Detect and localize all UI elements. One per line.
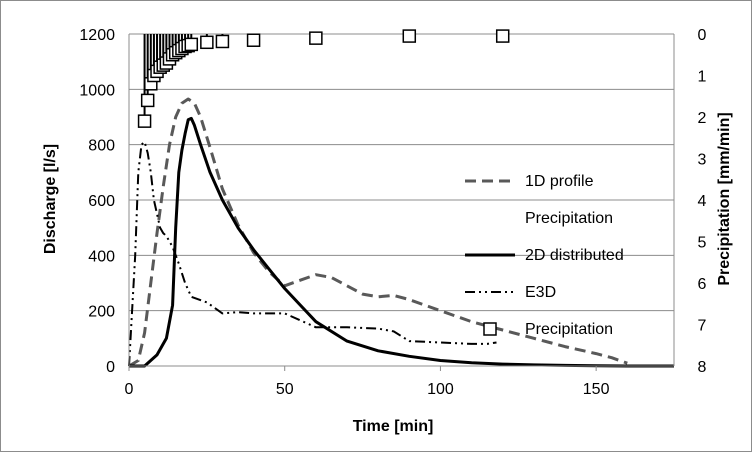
y-axis-title: Discharge [l/s] bbox=[42, 144, 59, 254]
x-axis-title: Time [min] bbox=[353, 418, 434, 435]
legend-swatch bbox=[483, 322, 497, 336]
y2-tick-label: 5 bbox=[698, 235, 707, 252]
y2-axis-title: Precipitation [mm/min] bbox=[716, 112, 733, 285]
precipitation-marker bbox=[140, 93, 155, 108]
y2-tick-label: 7 bbox=[698, 318, 707, 335]
precipitation-marker bbox=[215, 34, 230, 49]
legend-label: Precipitation bbox=[525, 321, 613, 338]
precipitation-marker bbox=[402, 29, 417, 43]
y-tick-label: 400 bbox=[88, 248, 115, 265]
legend-label: Precipitation bbox=[525, 210, 613, 227]
tick-labels: 0 200 400 600 800 1000 1200 0 1 2 3 4 5 6 7 8 0 50 100 150 bbox=[79, 27, 706, 398]
y-tick-label: 0 bbox=[106, 359, 115, 376]
x-tick-label: 0 bbox=[125, 381, 134, 398]
legend-item: Precipitation bbox=[525, 210, 613, 227]
grid-lines bbox=[129, 33, 674, 367]
legend: 1D profile Precipitation 2D distributed E3D… bbox=[465, 173, 624, 338]
y-tick-label: 800 bbox=[88, 138, 115, 155]
axes: Time [min] Discharge [l/s] Precipitation… bbox=[42, 34, 733, 435]
precipitation-marker bbox=[137, 114, 152, 128]
series-layer bbox=[128, 29, 674, 368]
series-2d-distributed bbox=[129, 116, 674, 368]
precipitation-marker bbox=[246, 33, 261, 47]
x-tick-label: 50 bbox=[276, 381, 294, 398]
y2-tick-label: 3 bbox=[698, 152, 707, 169]
legend-label: 2D distributed bbox=[525, 247, 624, 264]
precipitation-marker bbox=[184, 37, 199, 52]
y2-tick-label: 4 bbox=[698, 193, 707, 210]
y2-tick-label: 6 bbox=[698, 276, 707, 293]
y2-tick-label: 8 bbox=[698, 359, 707, 376]
x-tick-label: 100 bbox=[427, 381, 454, 398]
legend-label: E3D bbox=[525, 284, 556, 301]
y2-tick-label: 0 bbox=[698, 27, 707, 44]
y2-tick-label: 2 bbox=[698, 110, 707, 127]
series-e3d bbox=[128, 140, 497, 367]
legend-item: E3D bbox=[465, 284, 556, 301]
x-tick-label: 150 bbox=[583, 381, 610, 398]
y-tick-label: 1000 bbox=[79, 82, 115, 99]
y-tick-label: 600 bbox=[88, 193, 115, 210]
legend-item: 1D profile bbox=[465, 173, 594, 190]
precipitation-marker bbox=[495, 29, 510, 43]
series-precipitation bbox=[137, 29, 510, 128]
legend-label: 1D profile bbox=[525, 173, 594, 190]
legend-item: Precipitation bbox=[483, 321, 613, 338]
precipitation-marker bbox=[309, 31, 323, 45]
y2-tick-label: 1 bbox=[698, 69, 707, 86]
y-tick-label: 1200 bbox=[79, 27, 115, 44]
y-tick-label: 200 bbox=[88, 304, 115, 321]
precipitation-marker bbox=[200, 35, 214, 50]
legend-item: 2D distributed bbox=[465, 247, 624, 264]
